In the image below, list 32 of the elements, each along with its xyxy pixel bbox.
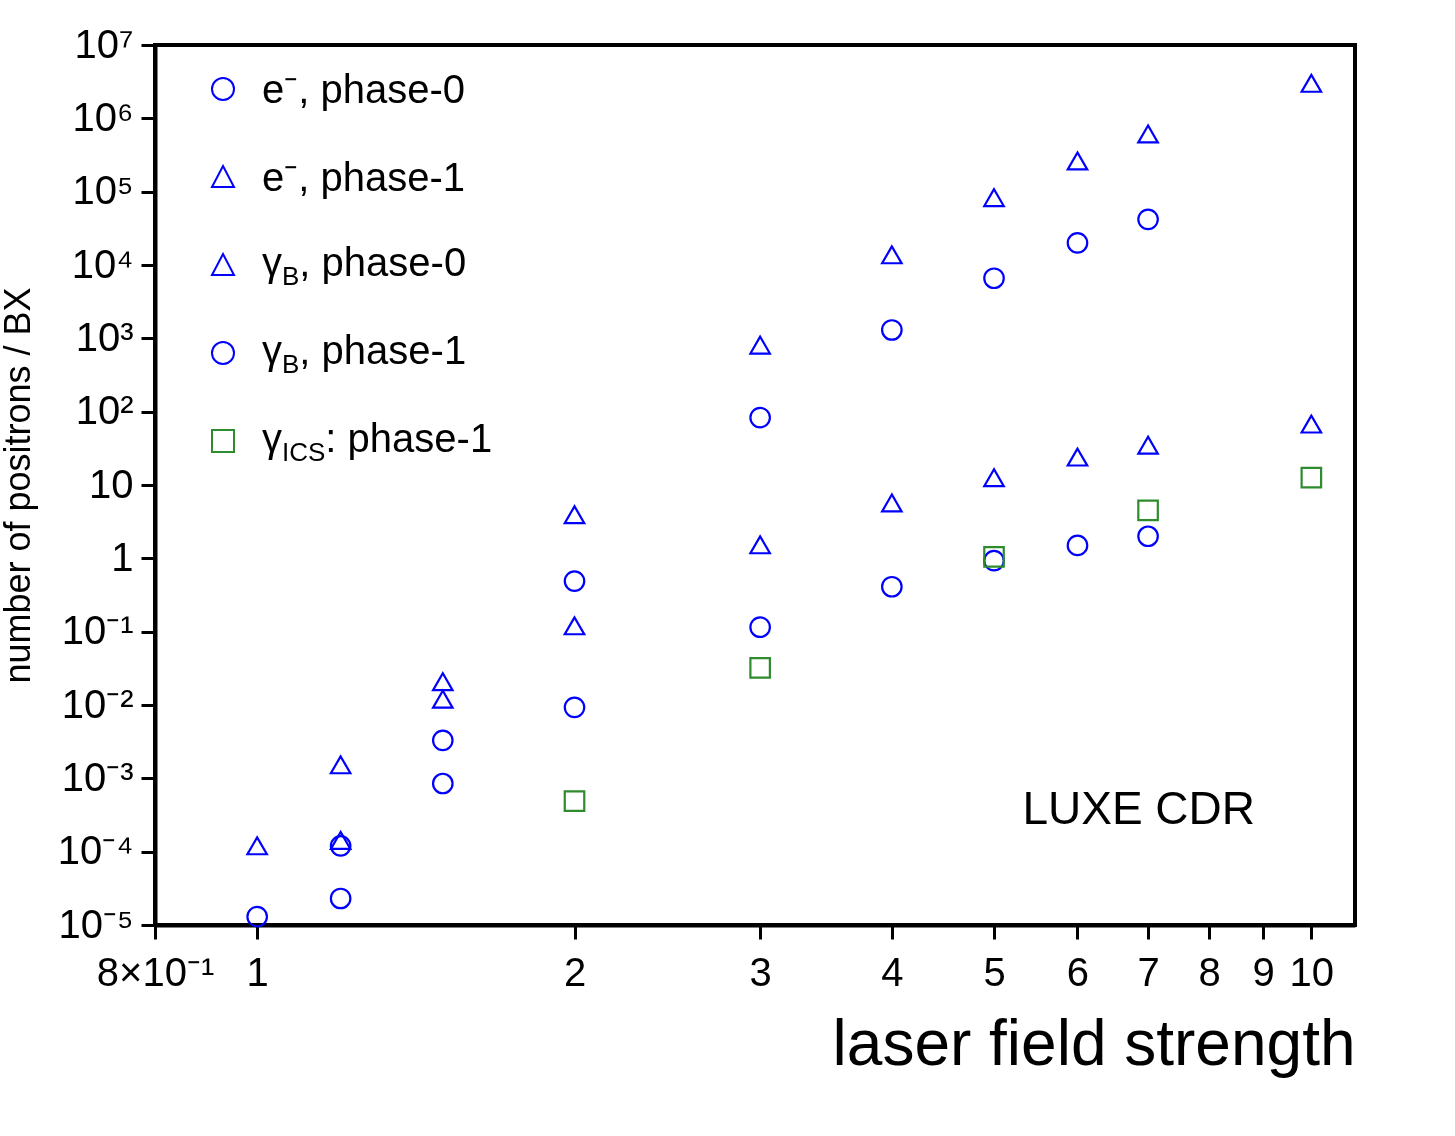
legend-label: γ$_{B}$, phase-0 bbox=[262, 239, 467, 291]
y-tick-label: 10 bbox=[89, 461, 134, 506]
y-tick-label: 10³ bbox=[75, 314, 134, 359]
x-tick-label: 8 bbox=[1198, 949, 1221, 994]
y-tick-label: 10⁴ bbox=[71, 241, 134, 286]
x-tick-label: 8×10⁻¹ bbox=[96, 949, 215, 994]
legend-label: γ$_{B}$, phase-1 bbox=[262, 327, 467, 379]
y-tick-label: 10⁻⁵ bbox=[58, 901, 134, 946]
y-axis-title: number of positrons / BX bbox=[0, 287, 38, 684]
x-tick-label: 4 bbox=[881, 949, 904, 994]
y-tick-label: 10² bbox=[75, 388, 134, 433]
y-tick-label: 10⁻³ bbox=[61, 754, 134, 799]
y-tick-label: 10⁻² bbox=[61, 681, 134, 726]
x-tick-label: 1 bbox=[246, 949, 269, 994]
x-tick-label: 9 bbox=[1252, 949, 1275, 994]
y-tick-label: 10⁻¹ bbox=[61, 608, 134, 653]
x-tick-label: 2 bbox=[563, 949, 587, 994]
y-tick-label: 10⁻⁴ bbox=[57, 828, 134, 873]
legend-label: e⁻, phase-1 bbox=[262, 155, 466, 199]
x-tick-label: 7 bbox=[1137, 949, 1160, 994]
x-tick-label: 3 bbox=[749, 949, 772, 994]
y-tick-label: 1 bbox=[111, 534, 134, 579]
x-tick-label: 10 bbox=[1289, 949, 1335, 994]
y-tick-label: 10⁵ bbox=[72, 168, 134, 213]
annotation: LUXE CDR bbox=[1022, 782, 1255, 834]
legend-label: e⁻, phase-0 bbox=[262, 67, 466, 111]
x-axis-title: laser field strength bbox=[832, 1006, 1356, 1079]
y-tick-label: 10⁶ bbox=[72, 94, 134, 139]
x-tick-label: 5 bbox=[983, 949, 1006, 994]
y-tick-label: 10⁷ bbox=[74, 21, 134, 66]
legend-label: γ$_{ICS}$: phase-1 bbox=[262, 415, 493, 467]
x-tick-label: 6 bbox=[1066, 949, 1090, 994]
